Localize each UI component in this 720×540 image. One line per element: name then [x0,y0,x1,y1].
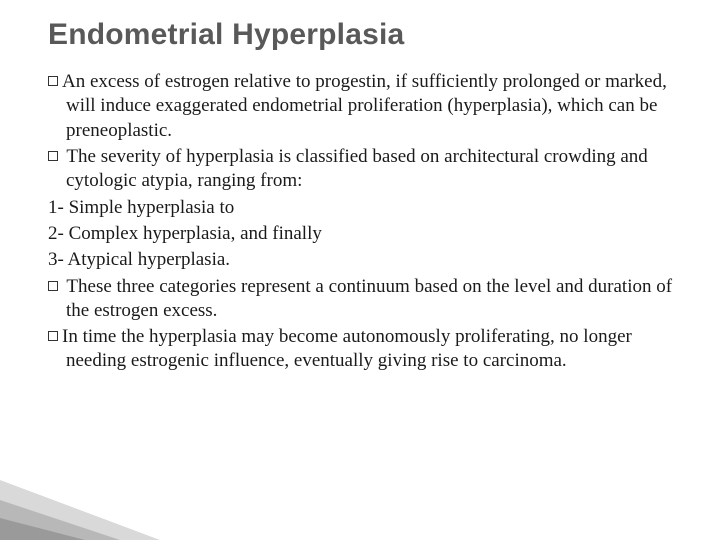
checkbox-icon [48,76,58,86]
bullet-item: These three categories represent a conti… [48,275,680,324]
numbered-item: 3- Atypical hyperplasia. [48,248,680,272]
bullet-item: In time the hyperplasia may become auton… [48,325,680,374]
bullet-text: An excess of estrogen relative to proges… [62,71,667,141]
bullet-text: These three categories represent a conti… [62,276,672,321]
checkbox-icon [48,151,58,161]
corner-decoration-icon [0,470,200,540]
slide-container: Endometrial Hyperplasia An excess of est… [0,0,720,374]
bullet-text: In time the hyperplasia may become auton… [62,326,632,371]
bullet-item: The severity of hyperplasia is classifie… [48,145,680,194]
bullet-text: The severity of hyperplasia is classifie… [62,146,648,191]
checkbox-icon [48,281,58,291]
slide-title: Endometrial Hyperplasia [48,18,680,52]
body-text: An excess of estrogen relative to proges… [48,70,680,374]
numbered-item: 1- Simple hyperplasia to [48,196,680,220]
bullet-item: An excess of estrogen relative to proges… [48,70,680,143]
numbered-item: 2- Complex hyperplasia, and finally [48,222,680,246]
checkbox-icon [48,331,58,341]
